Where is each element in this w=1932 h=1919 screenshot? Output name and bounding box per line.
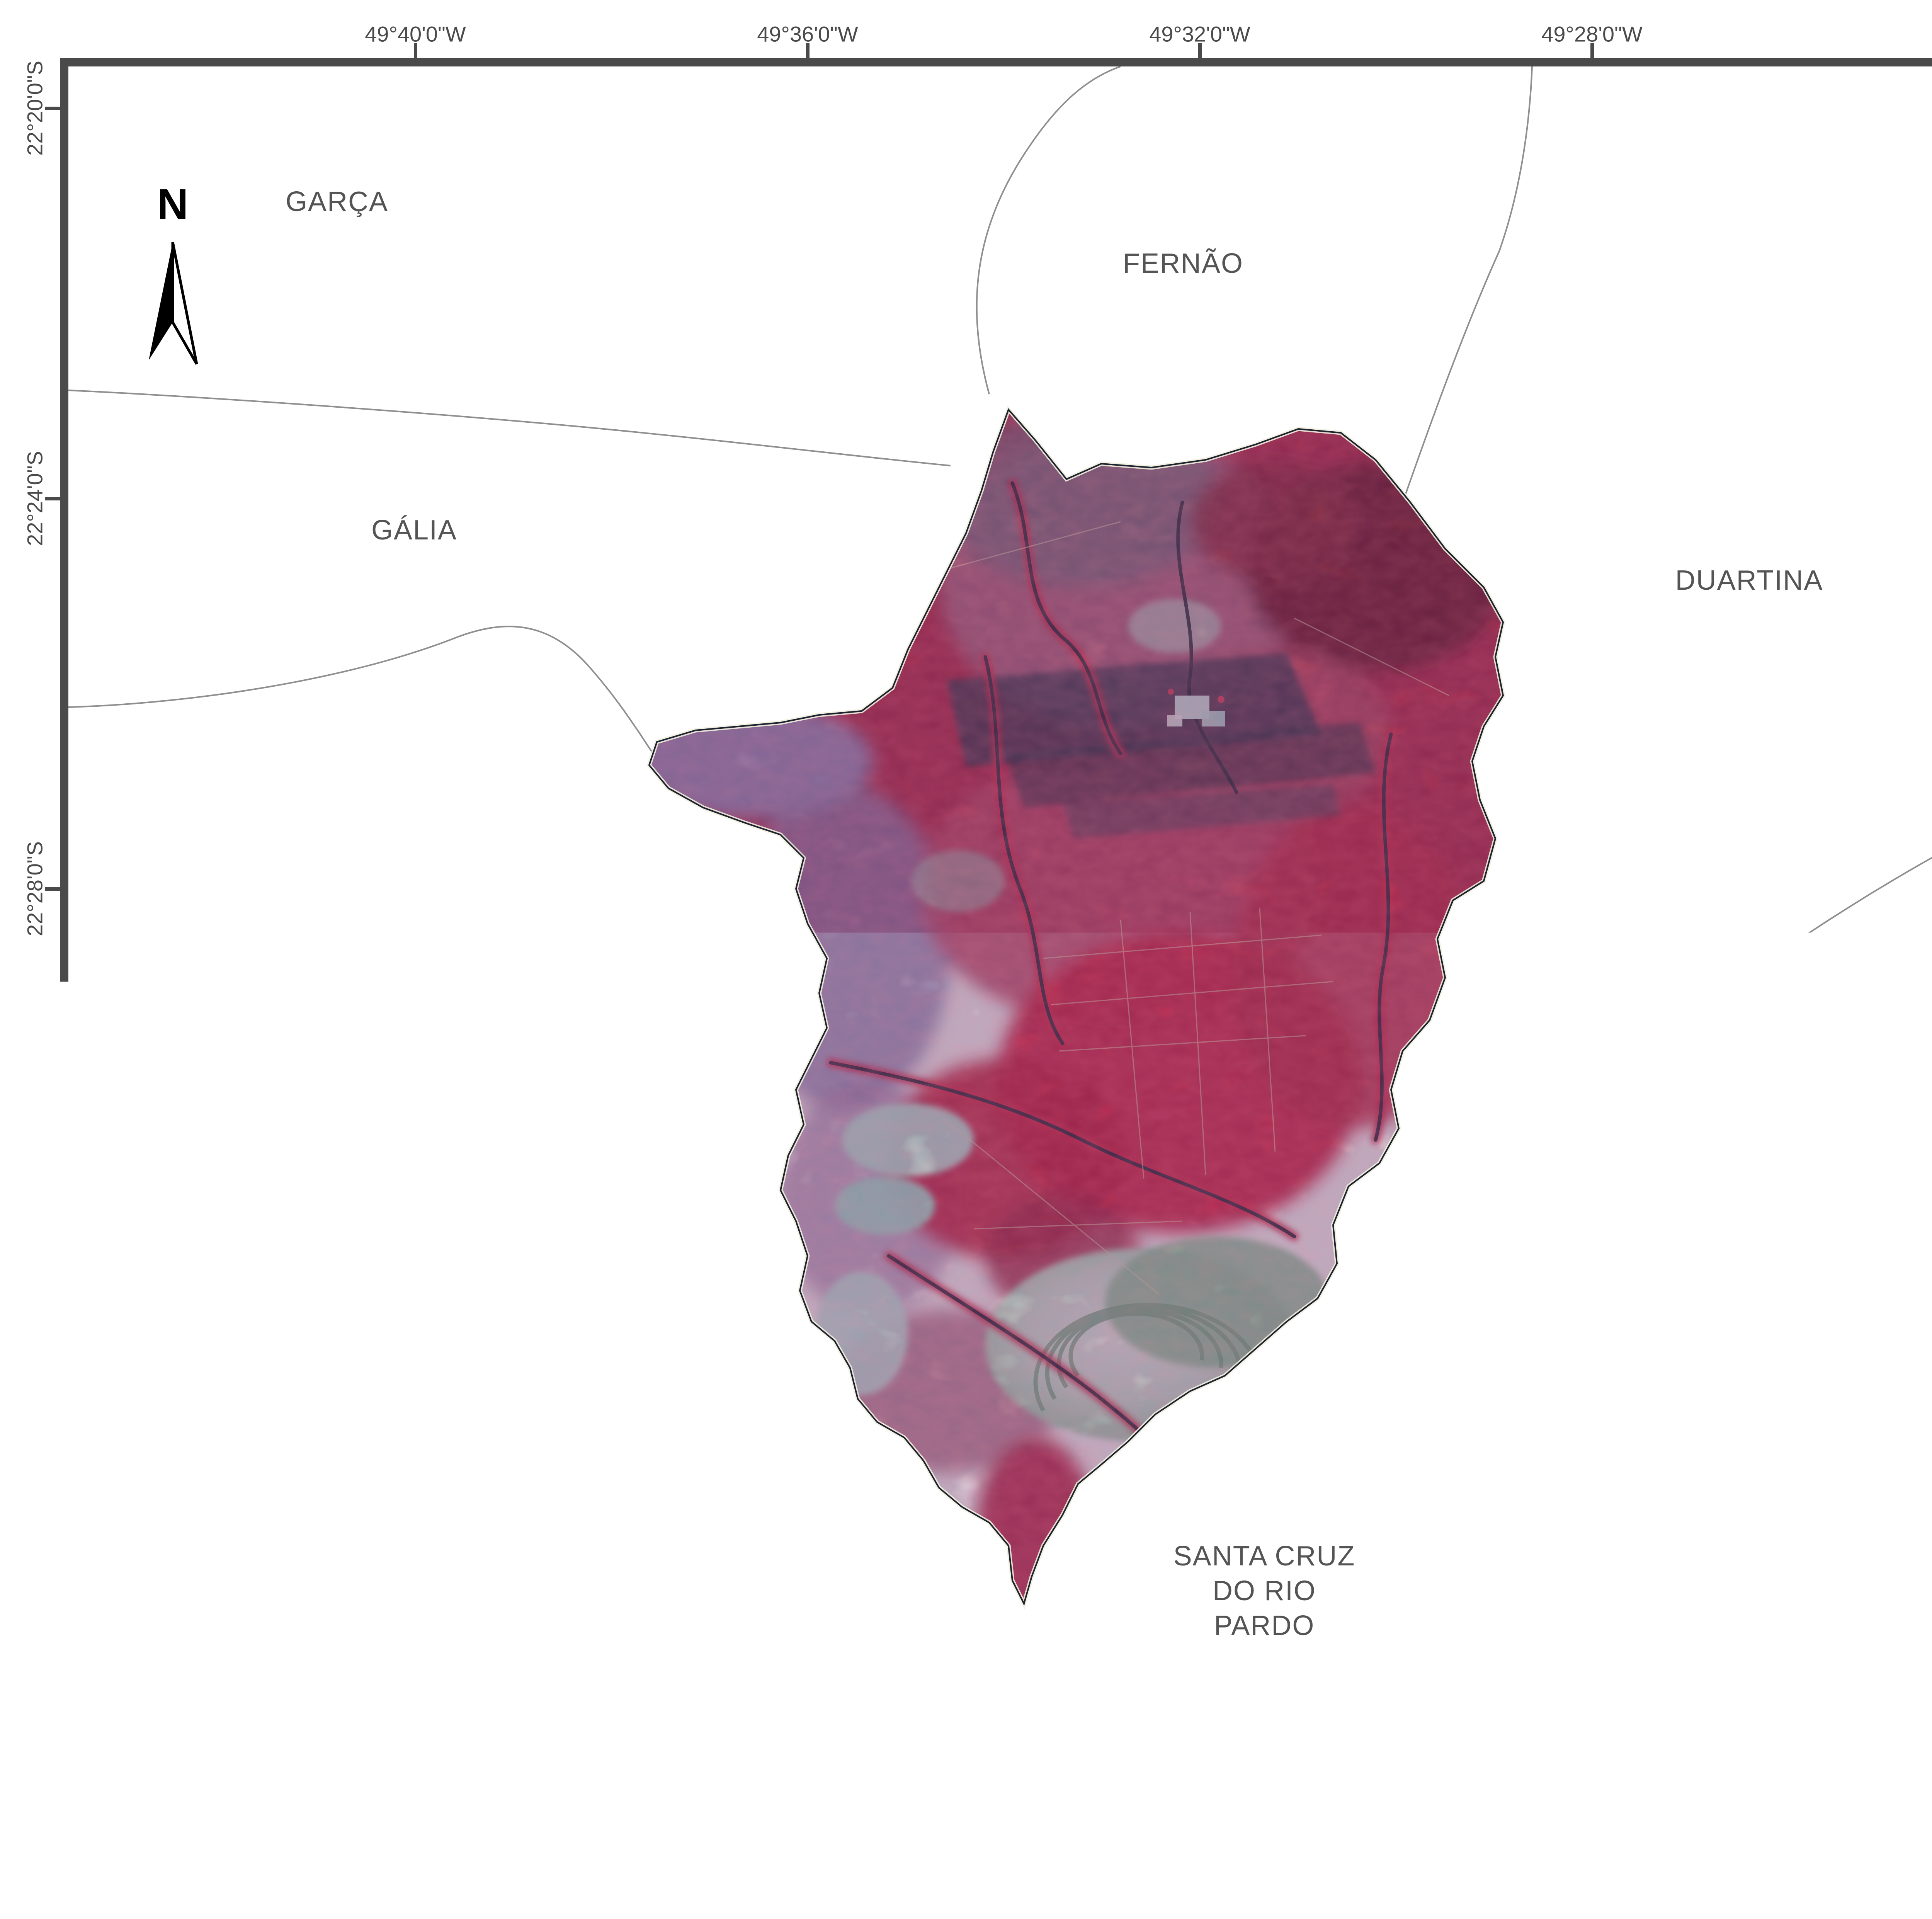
lon-label-bottom-0: 49°40'0"W [365, 1870, 466, 1895]
label-paulistania: PAULISTÂNIA [1816, 1606, 1932, 1641]
label-galia: GÁLIA [371, 513, 457, 548]
tick [414, 43, 417, 59]
map-canvas: N 0 2 4 8 km GARÇA FERNÃO GÁLIA DUARTINA… [60, 58, 1932, 1853]
scale-label-2: 2 [221, 1764, 233, 1790]
lon-label-bottom-2: 49°32'0"W [1149, 1870, 1250, 1895]
lon-label-top-0: 49°40'0"W [365, 22, 466, 47]
tick [1590, 1853, 1594, 1868]
tick [45, 1668, 61, 1671]
map-drawing [68, 66, 1932, 1844]
lat-label-3: 22°32'0"S [22, 1232, 48, 1327]
label-santa-cruz: SANTA CRUZ DO RIO PARDO [1173, 1539, 1355, 1643]
north-arrow: N [115, 155, 231, 403]
label-garca: GARÇA [286, 184, 388, 219]
lon-label-bottom-1: 49°36'0"W [757, 1870, 858, 1895]
lat-label-0: 22°20'0"S [22, 61, 48, 156]
lon-label-top-3: 49°28'0"W [1541, 22, 1643, 47]
lat-label-1: 22°24'0"S [22, 451, 48, 546]
label-sao-pedro: SÃO PEDRO DO TURVO [249, 1730, 421, 1800]
lon-label-top-1: 49°36'0"W [757, 22, 858, 47]
tick [45, 887, 61, 891]
label-fernao: FERNÃO [1123, 246, 1243, 281]
label-espirito: ESPÍRITO SANTO DO TURVO [1388, 1720, 1539, 1825]
lon-label-top-2: 49°32'0"W [1149, 22, 1250, 47]
lat-label-4: 22°36'0"S [22, 1622, 48, 1717]
label-ubirajara: UBIRAJARA [410, 1185, 573, 1220]
lon-label-bottom-3: 49°28'0"W [1541, 1870, 1643, 1895]
scale-label-0: 0 [103, 1764, 115, 1790]
label-cabralia: CABRÁLIA PAULISTA [1737, 1216, 1881, 1286]
tick [45, 1278, 61, 1281]
satellite-imagery [618, 348, 1546, 1662]
scale-label-8km: 8 km [548, 1764, 597, 1790]
tick [45, 497, 61, 500]
tick [806, 43, 810, 59]
tick [1198, 43, 1202, 59]
tick [1198, 1853, 1202, 1868]
tick [806, 1853, 810, 1868]
tick [414, 1853, 417, 1868]
lat-label-2: 22°28'0"S [22, 841, 48, 936]
tick [45, 107, 61, 110]
tick [1590, 43, 1594, 59]
label-duartina: DUARTINA [1675, 563, 1823, 598]
north-arrow-label: N [157, 180, 189, 228]
